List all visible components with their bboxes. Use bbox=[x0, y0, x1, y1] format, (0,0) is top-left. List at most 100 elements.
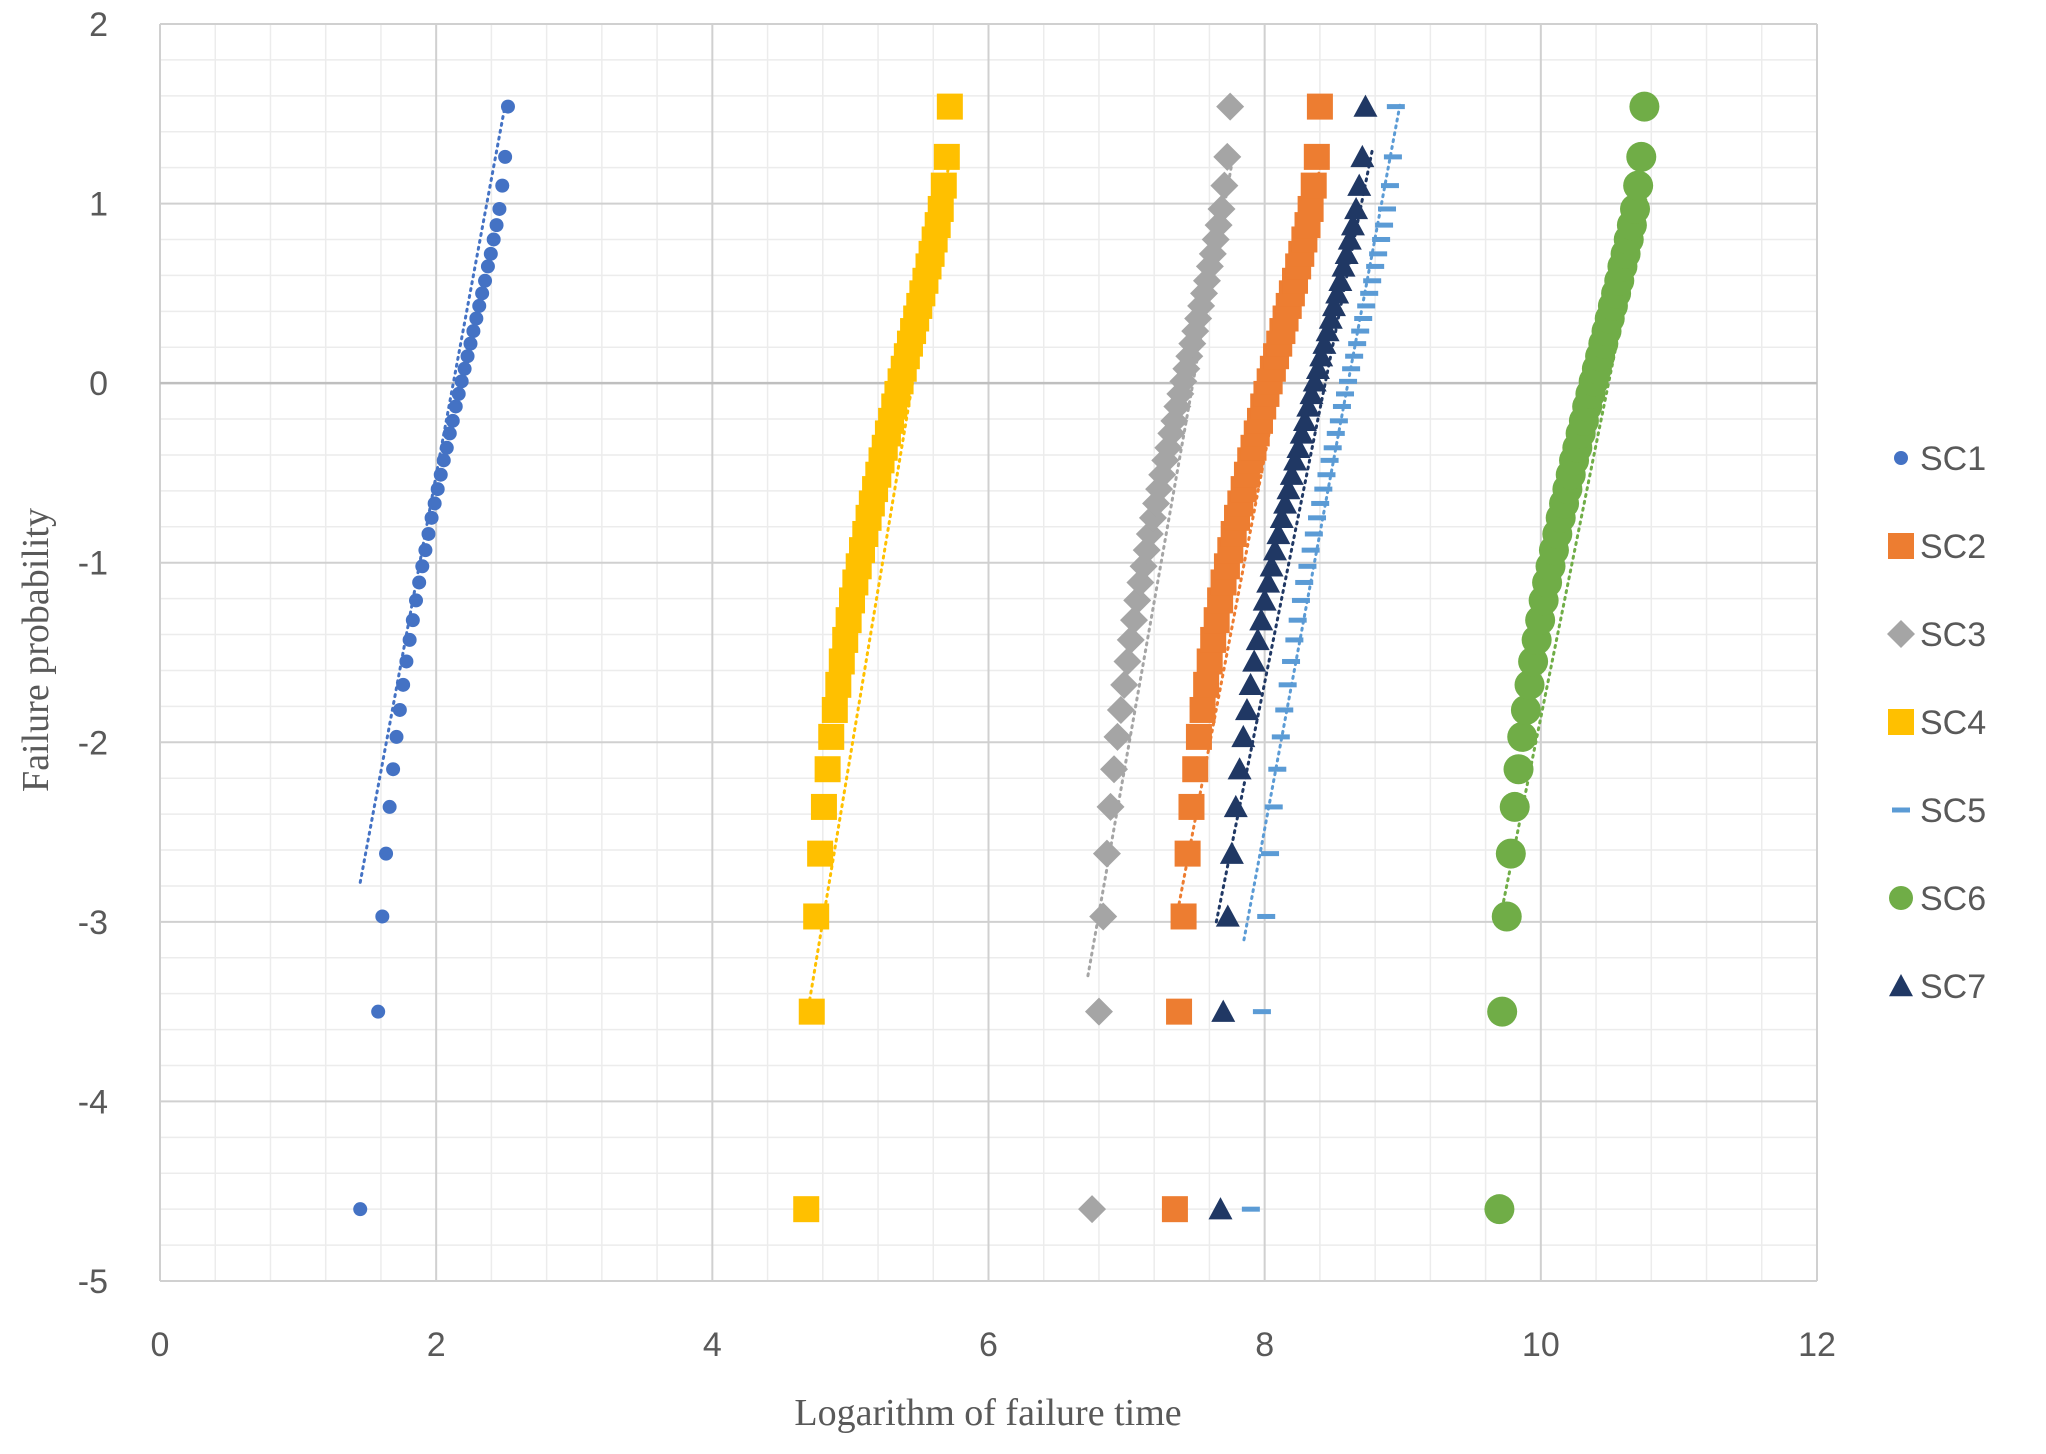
sc3-point bbox=[1113, 647, 1142, 676]
sc6-point bbox=[1484, 1194, 1515, 1225]
sc6-point bbox=[1495, 838, 1526, 869]
sc1-point bbox=[498, 149, 513, 164]
sc1-point bbox=[415, 559, 430, 574]
sc1-point bbox=[389, 729, 404, 744]
sc5-point bbox=[1317, 472, 1336, 478]
sc1-point bbox=[495, 178, 510, 193]
sc1-point bbox=[379, 846, 394, 861]
sc7-point bbox=[1347, 173, 1372, 196]
sc1-point bbox=[466, 324, 481, 339]
sc1-point bbox=[382, 799, 397, 814]
x-tick-label: 0 bbox=[151, 1326, 170, 1364]
sc7-point bbox=[1331, 254, 1356, 277]
sc5-point bbox=[1369, 251, 1388, 257]
y-tick-label: -1 bbox=[78, 545, 108, 583]
sc1-point bbox=[353, 1202, 368, 1217]
sc5-point bbox=[1271, 734, 1290, 740]
sc1-point bbox=[472, 298, 487, 313]
sc5-point bbox=[1354, 315, 1373, 321]
sc5-point bbox=[1348, 341, 1367, 347]
sc2-point bbox=[1303, 143, 1330, 170]
sc4-point bbox=[936, 93, 963, 120]
sc4-point bbox=[814, 756, 841, 783]
sc2-point bbox=[1300, 172, 1327, 199]
sc3-point bbox=[1116, 625, 1145, 654]
sc7-point bbox=[1279, 462, 1304, 485]
sc7-point bbox=[1269, 505, 1294, 529]
sc1-point bbox=[439, 440, 454, 455]
sc7-point bbox=[1223, 794, 1248, 818]
sc6-point bbox=[1629, 91, 1660, 122]
sc7-point bbox=[1296, 394, 1321, 417]
y-tick-label: -3 bbox=[78, 904, 108, 942]
legend-marker-sc3 bbox=[1887, 620, 1915, 648]
sc7-point bbox=[1231, 724, 1256, 748]
sc2-point bbox=[1297, 195, 1324, 222]
sc6-point bbox=[1491, 901, 1522, 932]
legend-label-sc2: SC2 bbox=[1920, 528, 1986, 566]
legend-item-sc3: SC3 bbox=[1887, 616, 1986, 654]
sc1-point bbox=[421, 526, 436, 541]
sc5-point bbox=[1314, 486, 1333, 492]
sc4-point bbox=[793, 1196, 820, 1223]
sc5-point bbox=[1345, 353, 1364, 359]
sc5-point bbox=[1351, 328, 1370, 334]
sc5-point bbox=[1342, 366, 1361, 372]
sc7-point bbox=[1259, 554, 1284, 577]
sc5-point bbox=[1264, 804, 1283, 810]
sc4-point bbox=[933, 143, 960, 170]
sc3-point bbox=[1096, 792, 1125, 821]
sc3-point bbox=[1123, 586, 1152, 615]
sc2-point bbox=[1174, 840, 1201, 867]
sc1-point bbox=[427, 496, 442, 511]
sc5-point bbox=[1332, 403, 1351, 409]
sc7-point bbox=[1350, 144, 1375, 168]
sc5-point bbox=[1336, 391, 1355, 397]
sc5-point bbox=[1339, 378, 1358, 384]
sc7-point bbox=[1208, 1197, 1233, 1220]
sc5-point bbox=[1383, 154, 1402, 160]
y-axis-title: Failure probability bbox=[15, 508, 57, 792]
sc7-point bbox=[1245, 627, 1270, 651]
x-tick-label: 4 bbox=[703, 1326, 722, 1364]
sc3-point bbox=[1213, 142, 1242, 171]
sc7-point bbox=[1340, 213, 1365, 236]
sc1-point bbox=[478, 273, 493, 288]
sc1-point bbox=[489, 218, 504, 233]
sc1-point bbox=[480, 259, 495, 274]
sc5-point bbox=[1329, 418, 1348, 424]
legend-marker-sc1 bbox=[1894, 451, 1908, 465]
sc7-trendline bbox=[1214, 148, 1374, 924]
sc1-point bbox=[424, 510, 439, 525]
sc5-point bbox=[1366, 263, 1385, 269]
legend-item-sc6: SC6 bbox=[1889, 880, 1986, 918]
sc3-point bbox=[1110, 670, 1139, 699]
sc1-point bbox=[396, 677, 411, 692]
sc5-point bbox=[1285, 637, 1304, 643]
sc5-point bbox=[1304, 531, 1323, 537]
sc5-point bbox=[1291, 597, 1310, 603]
sc3-point bbox=[1089, 902, 1118, 931]
sc7-point bbox=[1242, 649, 1267, 672]
sc7-point bbox=[1353, 94, 1378, 117]
legend-label-sc5: SC5 bbox=[1920, 792, 1986, 830]
sc5-point bbox=[1363, 278, 1382, 284]
sc3-point bbox=[1078, 1195, 1107, 1224]
legend-marker-sc2 bbox=[1888, 533, 1914, 559]
sc1-point bbox=[430, 482, 445, 497]
sc7-point bbox=[1337, 227, 1362, 250]
sc5-point bbox=[1375, 222, 1394, 228]
legend-item-sc7: SC7 bbox=[1889, 968, 1986, 1006]
legend-label-sc7: SC7 bbox=[1920, 968, 1986, 1006]
sc1-point bbox=[371, 1004, 386, 1019]
x-tick-label: 12 bbox=[1798, 1326, 1836, 1364]
sc5-point bbox=[1261, 851, 1280, 857]
sc5-point bbox=[1257, 913, 1276, 919]
sc7-point bbox=[1299, 381, 1324, 405]
sc6-point bbox=[1507, 721, 1538, 752]
sc2-point bbox=[1161, 1196, 1188, 1223]
sc3-point bbox=[1103, 722, 1132, 751]
legend-marker-sc7 bbox=[1889, 974, 1913, 997]
sc5-trendline bbox=[1242, 103, 1402, 942]
